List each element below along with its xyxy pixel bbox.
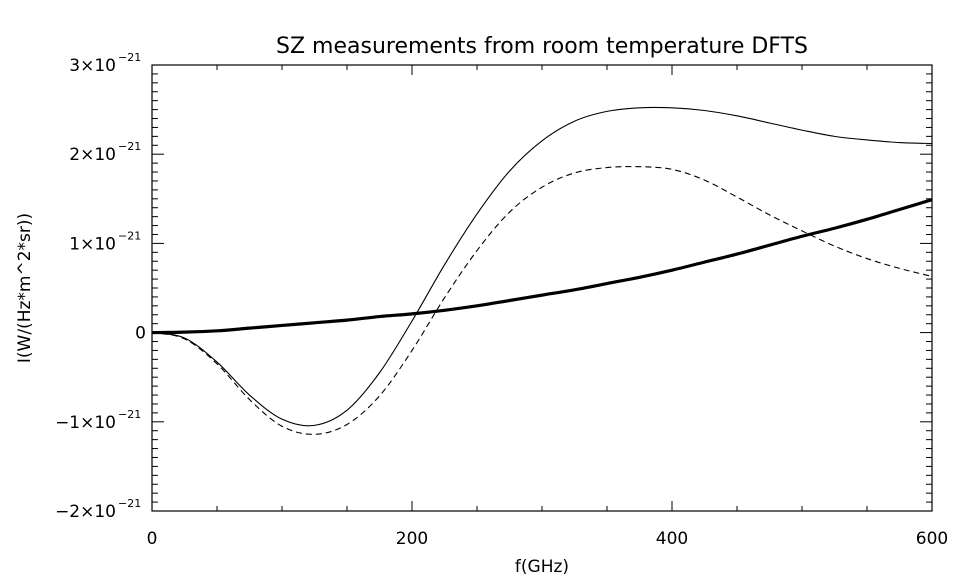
series-layer xyxy=(151,106,933,435)
y-tick-label: 1×10 xyxy=(69,234,116,254)
x-axis-label: f(GHz) xyxy=(515,557,569,577)
series-line-2-dashed xyxy=(151,166,933,435)
y-tick-label: 3×10 xyxy=(69,56,116,76)
y-axis-label: I(W/(Hz*m^2*sr)) xyxy=(15,213,35,363)
y-tick-exponent: −21 xyxy=(118,408,141,421)
y-tick-exponent: −21 xyxy=(118,51,141,64)
y-tick-exponent: −21 xyxy=(118,497,141,510)
x-tick-label: 400 xyxy=(656,529,688,549)
series-line-1-solid xyxy=(151,106,933,427)
chart-title: SZ measurements from room temperature DF… xyxy=(276,34,808,59)
y-tick-label: 0 xyxy=(135,324,146,344)
plot-frame xyxy=(151,64,933,512)
x-tick-label: 200 xyxy=(396,529,428,549)
axis-ticks xyxy=(151,64,933,512)
y-tick-label: 2×10 xyxy=(69,145,116,165)
y-tick-exponent: −21 xyxy=(118,140,141,153)
y-tick-label: −2×10 xyxy=(55,502,116,522)
x-tick-labels: 0 200 400 600 xyxy=(147,529,949,549)
x-tick-label: 600 xyxy=(916,529,948,549)
y-tick-label: −1×10 xyxy=(55,413,116,433)
x-tick-label: 0 xyxy=(147,529,158,549)
y-tick-exponent: −21 xyxy=(118,229,141,242)
series-line-3-thick xyxy=(151,198,933,335)
